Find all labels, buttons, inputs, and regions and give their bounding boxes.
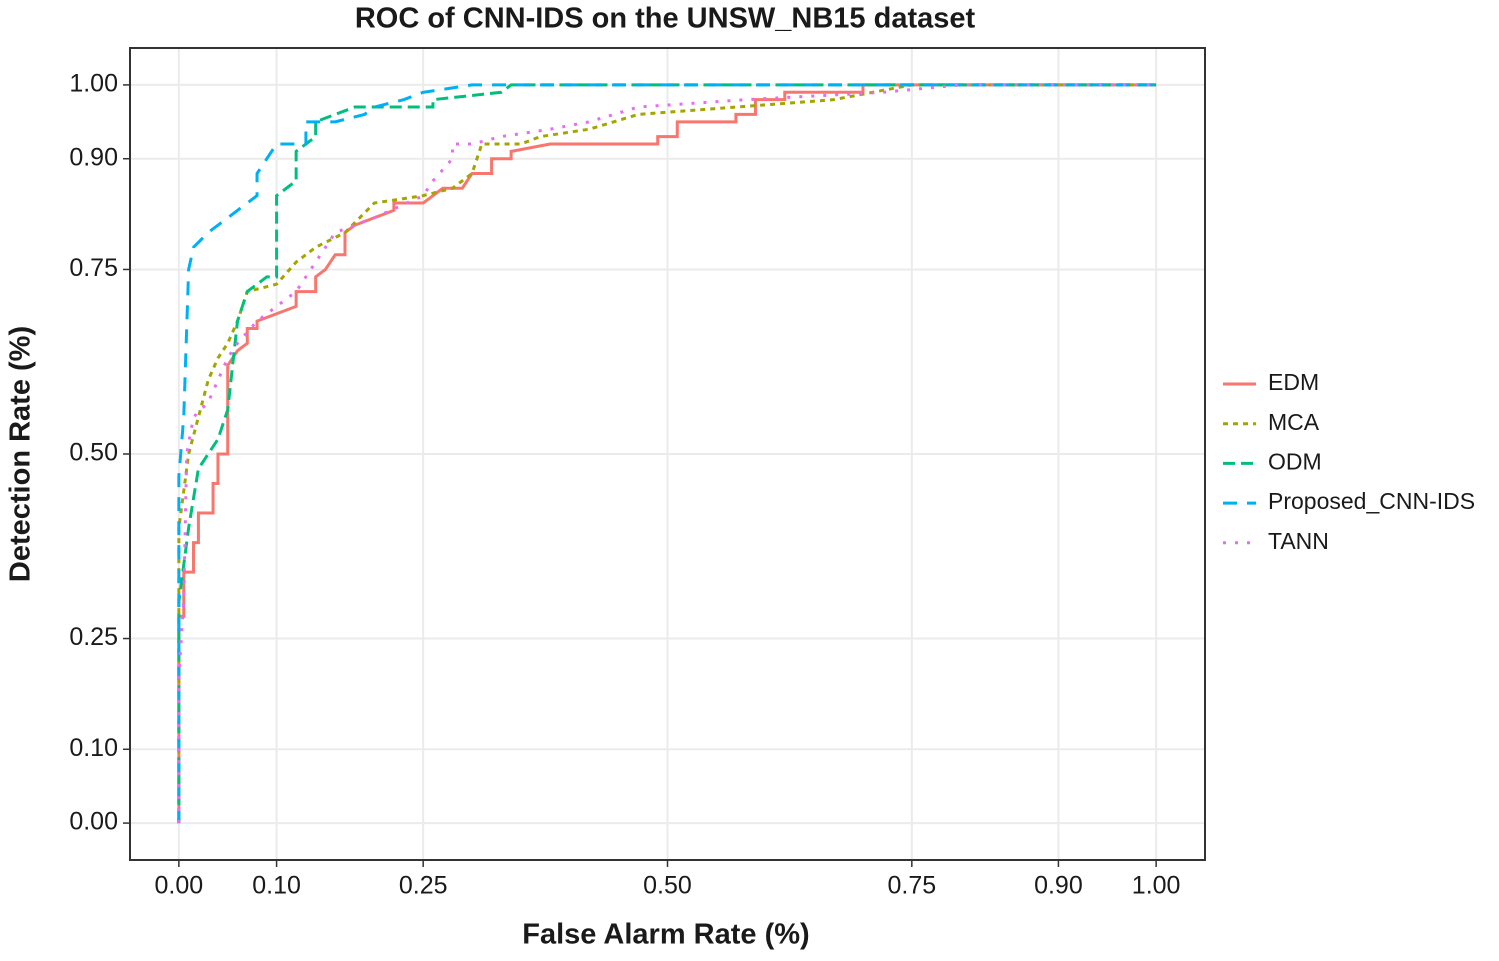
- y-tick-label: 0.90: [69, 143, 118, 171]
- legend-label: EDM: [1268, 369, 1319, 395]
- y-tick-label: 0.25: [69, 623, 118, 651]
- x-tick-label: 0.00: [155, 872, 204, 900]
- x-tick-label: 0.75: [887, 872, 936, 900]
- chart-title: ROC of CNN-IDS on the UNSW_NB15 dataset: [355, 3, 976, 35]
- series-line: [177, 83, 1157, 824]
- series-line: [177, 83, 1157, 824]
- legend-label: Proposed_CNN-IDS: [1268, 488, 1475, 514]
- y-tick-label: 0.10: [69, 734, 118, 762]
- x-tick-label: 0.25: [399, 872, 448, 900]
- x-tick-label: 0.90: [1034, 872, 1083, 900]
- y-tick-label: 0.00: [69, 808, 118, 836]
- plot-border: [129, 47, 1206, 861]
- y-tick-label: 0.75: [69, 254, 118, 282]
- x-axis-label: False Alarm Rate (%): [522, 919, 809, 951]
- series-line: [177, 83, 1157, 824]
- x-tick-label: 0.50: [643, 872, 692, 900]
- x-tick-label: 0.10: [252, 872, 301, 900]
- legend-label: TANN: [1268, 528, 1329, 554]
- y-tick-label: 1.00: [69, 70, 118, 98]
- y-tick-label: 0.50: [69, 439, 118, 467]
- y-axis-label: Detection Rate (%): [5, 326, 37, 582]
- series-line: [177, 83, 1157, 824]
- legend-label: MCA: [1268, 409, 1320, 435]
- series-line: [177, 83, 1157, 824]
- legend-label: ODM: [1268, 448, 1322, 474]
- x-tick-label: 1.00: [1132, 872, 1181, 900]
